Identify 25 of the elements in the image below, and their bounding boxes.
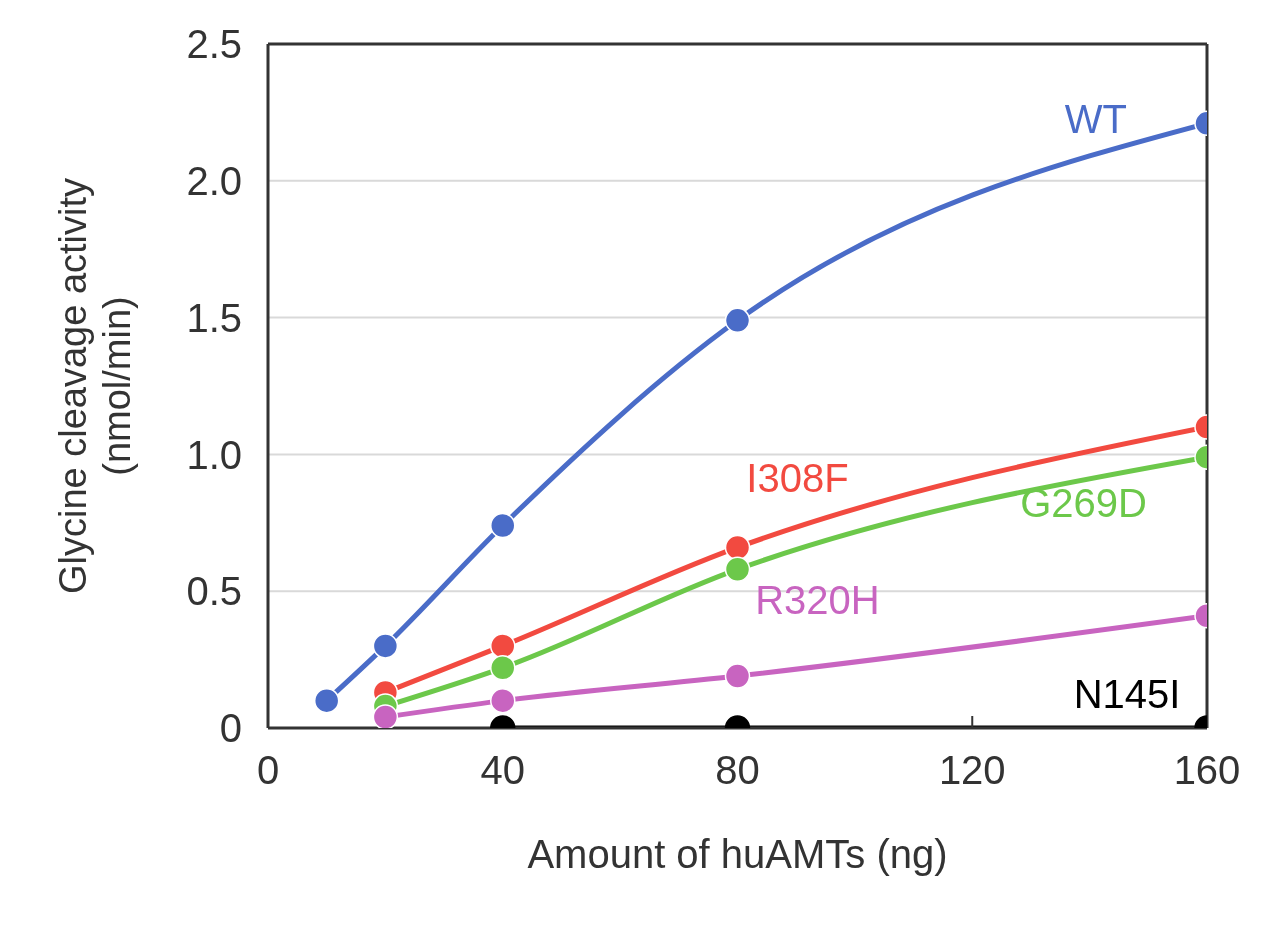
- point: [313, 687, 340, 714]
- x-tick-label: 160: [1173, 748, 1241, 793]
- x-axis-title: Amount of huAMTs (ng): [527, 832, 948, 876]
- x-tick-label: 80: [715, 748, 760, 793]
- series-label: I308F: [746, 456, 849, 501]
- point: [490, 655, 516, 681]
- y-tick-label: 2.5: [186, 22, 242, 67]
- series-label: G269D: [1020, 481, 1147, 526]
- y-tick-label: 1.5: [186, 295, 242, 340]
- point: [490, 512, 516, 539]
- y-tick-label: 0: [219, 706, 242, 751]
- point: [490, 633, 516, 659]
- series-label: WT: [1064, 97, 1127, 142]
- y-tick-label: 2.0: [186, 159, 242, 203]
- point: [490, 687, 516, 714]
- y-axis-title: Glycine cleavage activity (nmol/min): [52, 177, 138, 595]
- point: [372, 633, 399, 659]
- series-label: N145I: [1073, 672, 1181, 716]
- series-label: R320H: [755, 578, 880, 623]
- x-tick-label: 120: [938, 748, 1006, 793]
- x-tick-label: 40: [480, 748, 525, 793]
- y-tick-label: 1.0: [186, 432, 242, 477]
- x-tick-label: 0: [256, 748, 280, 793]
- point: [372, 704, 399, 728]
- y-tick-label: 0.5: [186, 569, 242, 614]
